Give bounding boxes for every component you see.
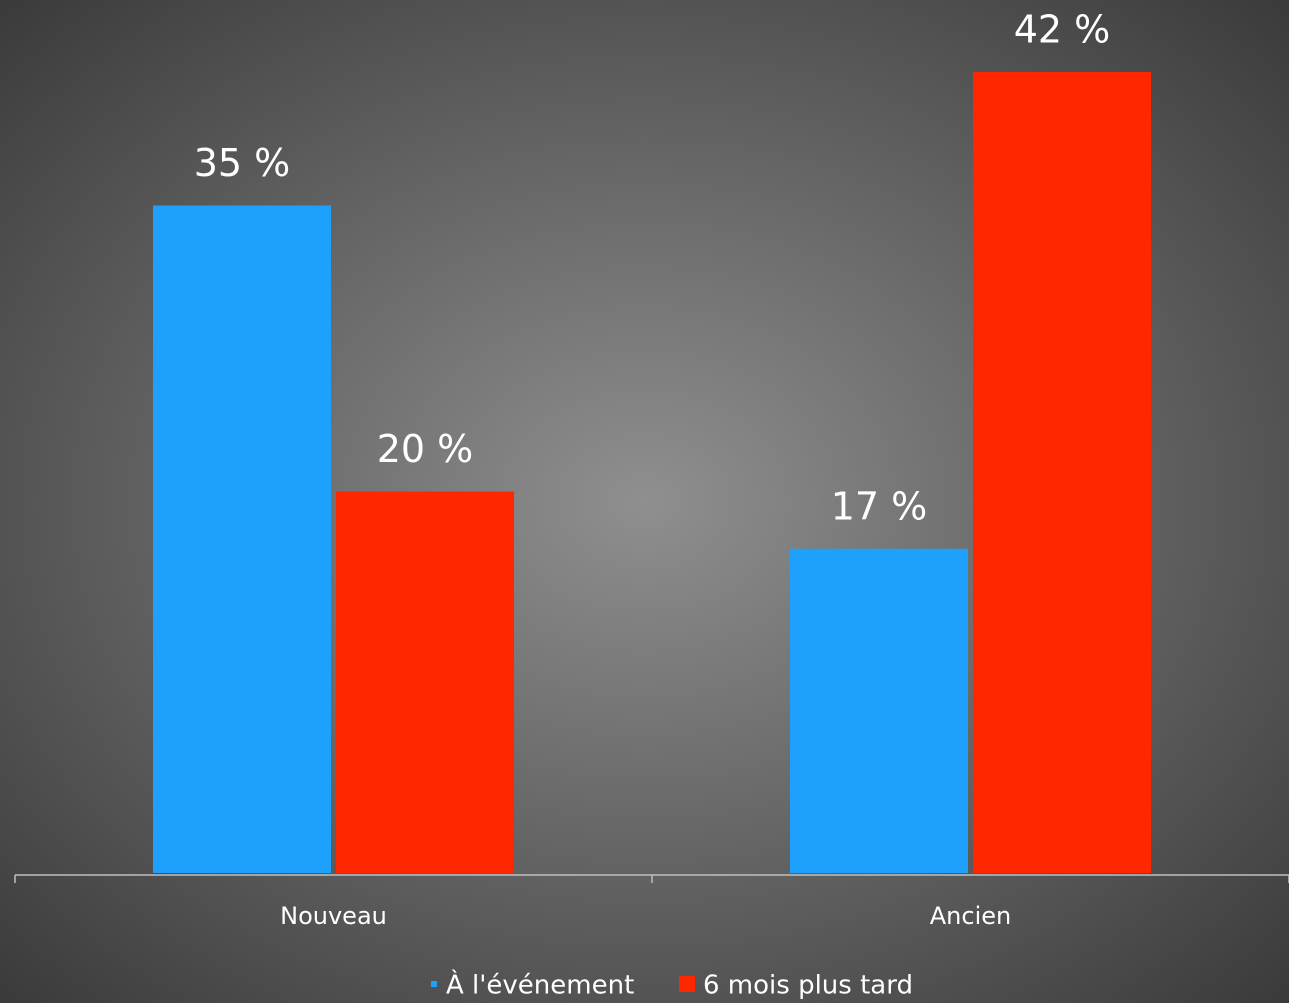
legend-swatch bbox=[679, 976, 695, 992]
legend-label: À l'événement bbox=[446, 969, 634, 1001]
bar bbox=[153, 205, 331, 873]
bar bbox=[790, 548, 968, 873]
value-label: 20 % bbox=[377, 427, 474, 471]
legend-label: 6 mois plus tard bbox=[703, 971, 913, 1001]
value-label: 35 % bbox=[194, 141, 291, 185]
legend-swatch bbox=[431, 981, 437, 987]
x-tick-label: Nouveau bbox=[280, 902, 387, 930]
value-label: 42 % bbox=[1014, 8, 1111, 52]
value-label: 17 % bbox=[831, 484, 928, 528]
x-tick-label: Ancien bbox=[930, 902, 1011, 930]
bar bbox=[336, 491, 514, 873]
bar bbox=[973, 72, 1151, 873]
